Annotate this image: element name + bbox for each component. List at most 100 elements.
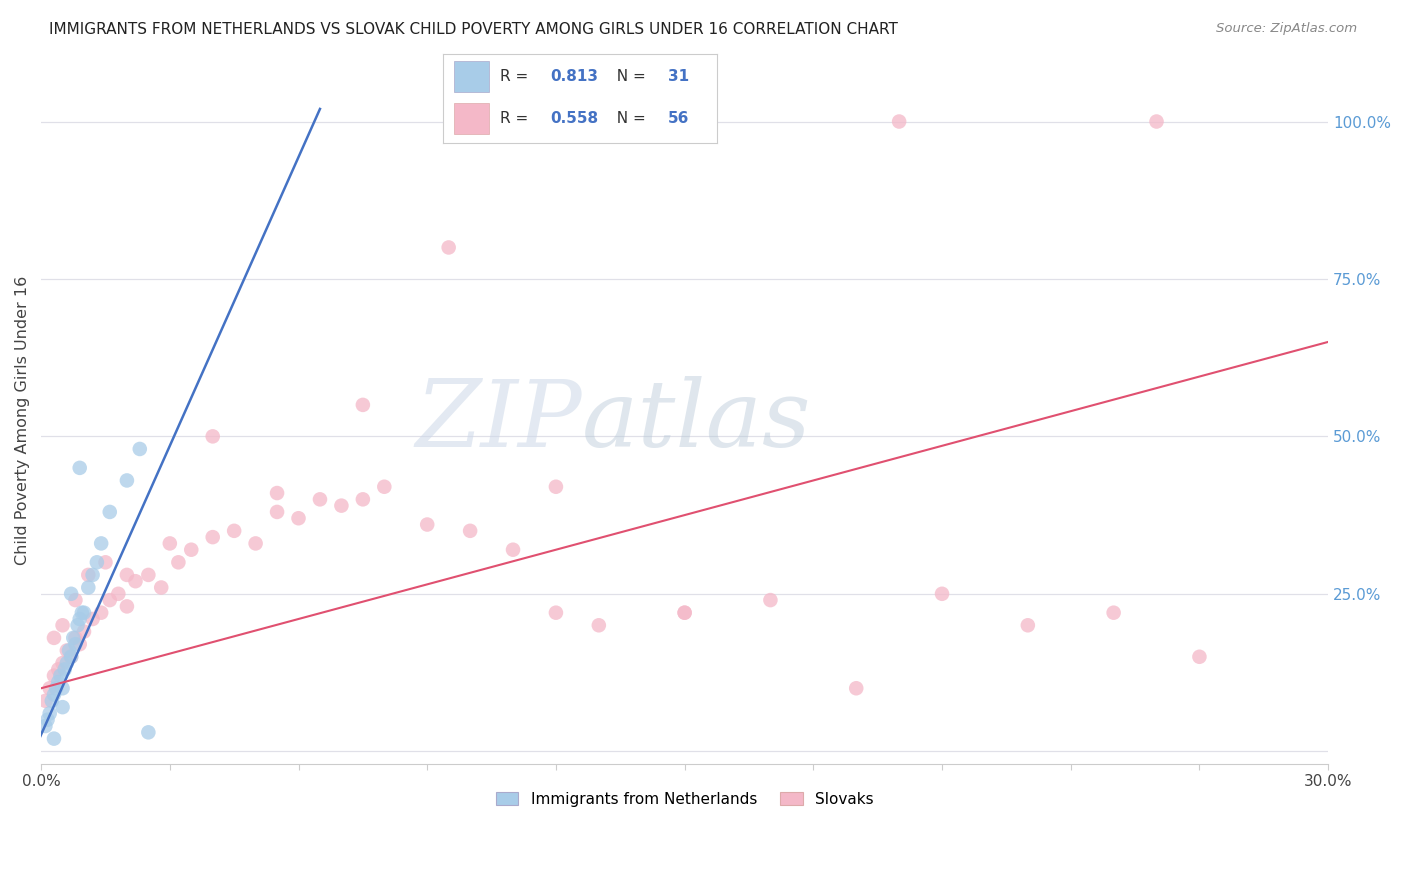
Point [38,706,60,721]
Point [266,505,288,519]
Point [352,398,374,412]
Point [180,542,202,557]
Point [42,688,65,702]
Point [70,606,93,620]
Point [544,606,567,620]
Point [845,681,868,696]
Point [53,662,76,676]
Point [86,555,108,569]
Point [266,486,288,500]
Point [1146,114,1168,128]
Point [167,555,190,569]
Text: 56: 56 [668,112,689,126]
Point [77,581,100,595]
Point [49,668,72,682]
Point [90,606,112,620]
Text: R =: R = [501,70,534,84]
Point [51,681,73,696]
Point [56,643,79,657]
Point [124,574,146,589]
Point [544,480,567,494]
Point [309,492,332,507]
Text: ZIP: ZIP [415,376,582,466]
Point [128,442,150,456]
Point [287,511,309,525]
Point [115,568,138,582]
Point [82,612,104,626]
Point [62,631,84,645]
Point [931,587,953,601]
Point [66,618,89,632]
Text: IMMIGRANTS FROM NETHERLANDS VS SLOVAK CHILD POVERTY AMONG GIRLS UNDER 16 CORRELA: IMMIGRANTS FROM NETHERLANDS VS SLOVAK CH… [49,22,898,37]
Point [373,480,395,494]
Point [69,637,91,651]
Point [201,429,224,443]
Point [65,593,87,607]
Point [107,587,129,601]
Point [673,606,696,620]
Point [56,656,79,670]
Point [90,536,112,550]
Point [115,474,138,488]
Point [416,517,439,532]
Point [82,568,104,582]
Point [45,681,67,696]
Point [588,618,610,632]
Point [34,719,56,733]
Point [34,694,56,708]
Legend: Immigrants from Netherlands, Slovaks: Immigrants from Netherlands, Slovaks [488,784,882,814]
Point [201,530,224,544]
FancyBboxPatch shape [454,103,489,134]
Point [69,612,91,626]
Point [69,461,91,475]
Point [887,114,910,128]
Point [42,731,65,746]
Point [224,524,246,538]
Point [1188,649,1211,664]
Point [60,587,83,601]
Point [42,631,65,645]
Point [352,492,374,507]
Text: 0.813: 0.813 [550,70,598,84]
Point [1017,618,1039,632]
Point [51,656,73,670]
Point [673,606,696,620]
Point [245,536,267,550]
Point [41,694,63,708]
Point [51,700,73,714]
Point [60,649,83,664]
Point [38,681,60,696]
Point [458,524,481,538]
Point [98,593,121,607]
Point [759,593,782,607]
Point [65,637,87,651]
Point [51,618,73,632]
Point [159,536,181,550]
Point [46,675,69,690]
Text: N =: N = [607,112,651,126]
Point [330,499,353,513]
Text: 31: 31 [668,70,689,84]
Point [42,668,65,682]
Text: atlas: atlas [582,376,811,466]
Point [437,240,460,254]
Point [77,568,100,582]
Point [65,631,87,645]
Point [138,725,160,739]
Point [502,542,524,557]
Point [58,643,80,657]
Point [46,662,69,676]
Y-axis label: Child Poverty Among Girls Under 16: Child Poverty Among Girls Under 16 [15,276,30,566]
Text: 0.558: 0.558 [550,112,598,126]
Point [60,649,83,664]
Point [115,599,138,614]
Text: R =: R = [501,112,534,126]
FancyBboxPatch shape [454,61,489,92]
Point [73,606,96,620]
Point [73,624,96,639]
Point [37,713,59,727]
Text: Source: ZipAtlas.com: Source: ZipAtlas.com [1216,22,1357,36]
Text: N =: N = [607,70,651,84]
Point [98,505,121,519]
Point [150,581,173,595]
